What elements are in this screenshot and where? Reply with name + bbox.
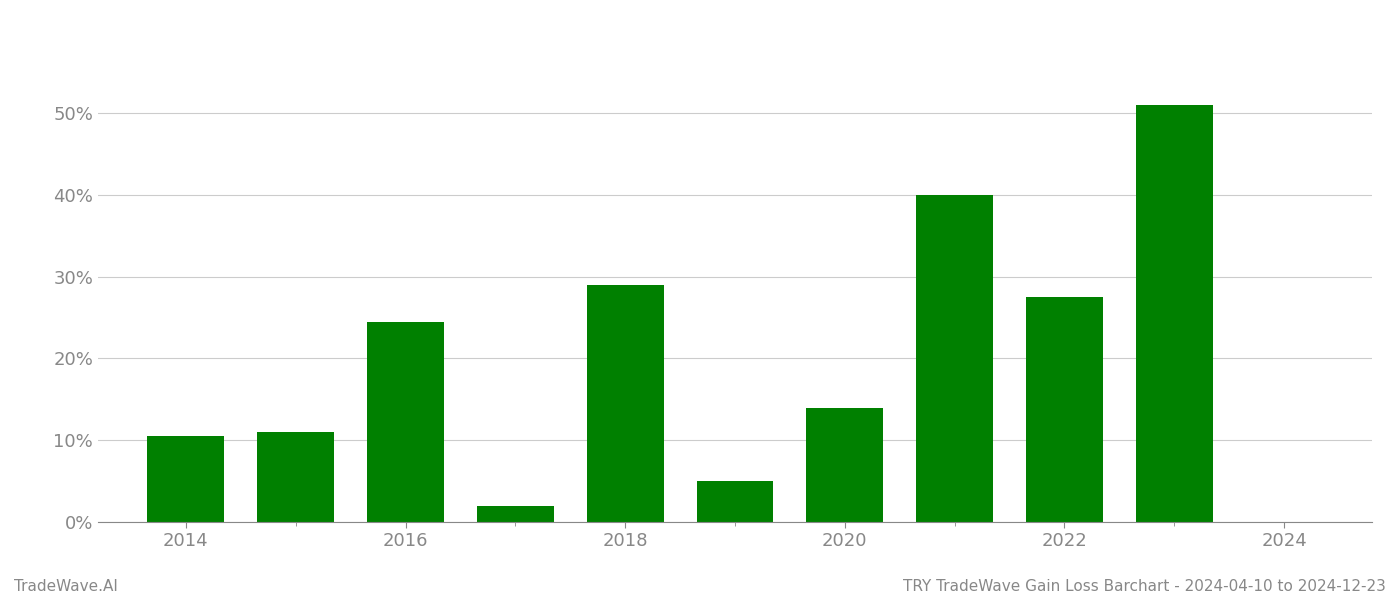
Bar [1135,105,1212,522]
Bar [367,322,444,522]
Text: TradeWave.AI: TradeWave.AI [14,579,118,594]
Bar [1026,297,1103,522]
Bar [258,432,335,522]
Bar [477,506,554,522]
Bar [587,285,664,522]
Bar [806,407,883,522]
Bar [916,195,993,522]
Text: TRY TradeWave Gain Loss Barchart - 2024-04-10 to 2024-12-23: TRY TradeWave Gain Loss Barchart - 2024-… [903,579,1386,594]
Bar [697,481,773,522]
Bar [147,436,224,522]
